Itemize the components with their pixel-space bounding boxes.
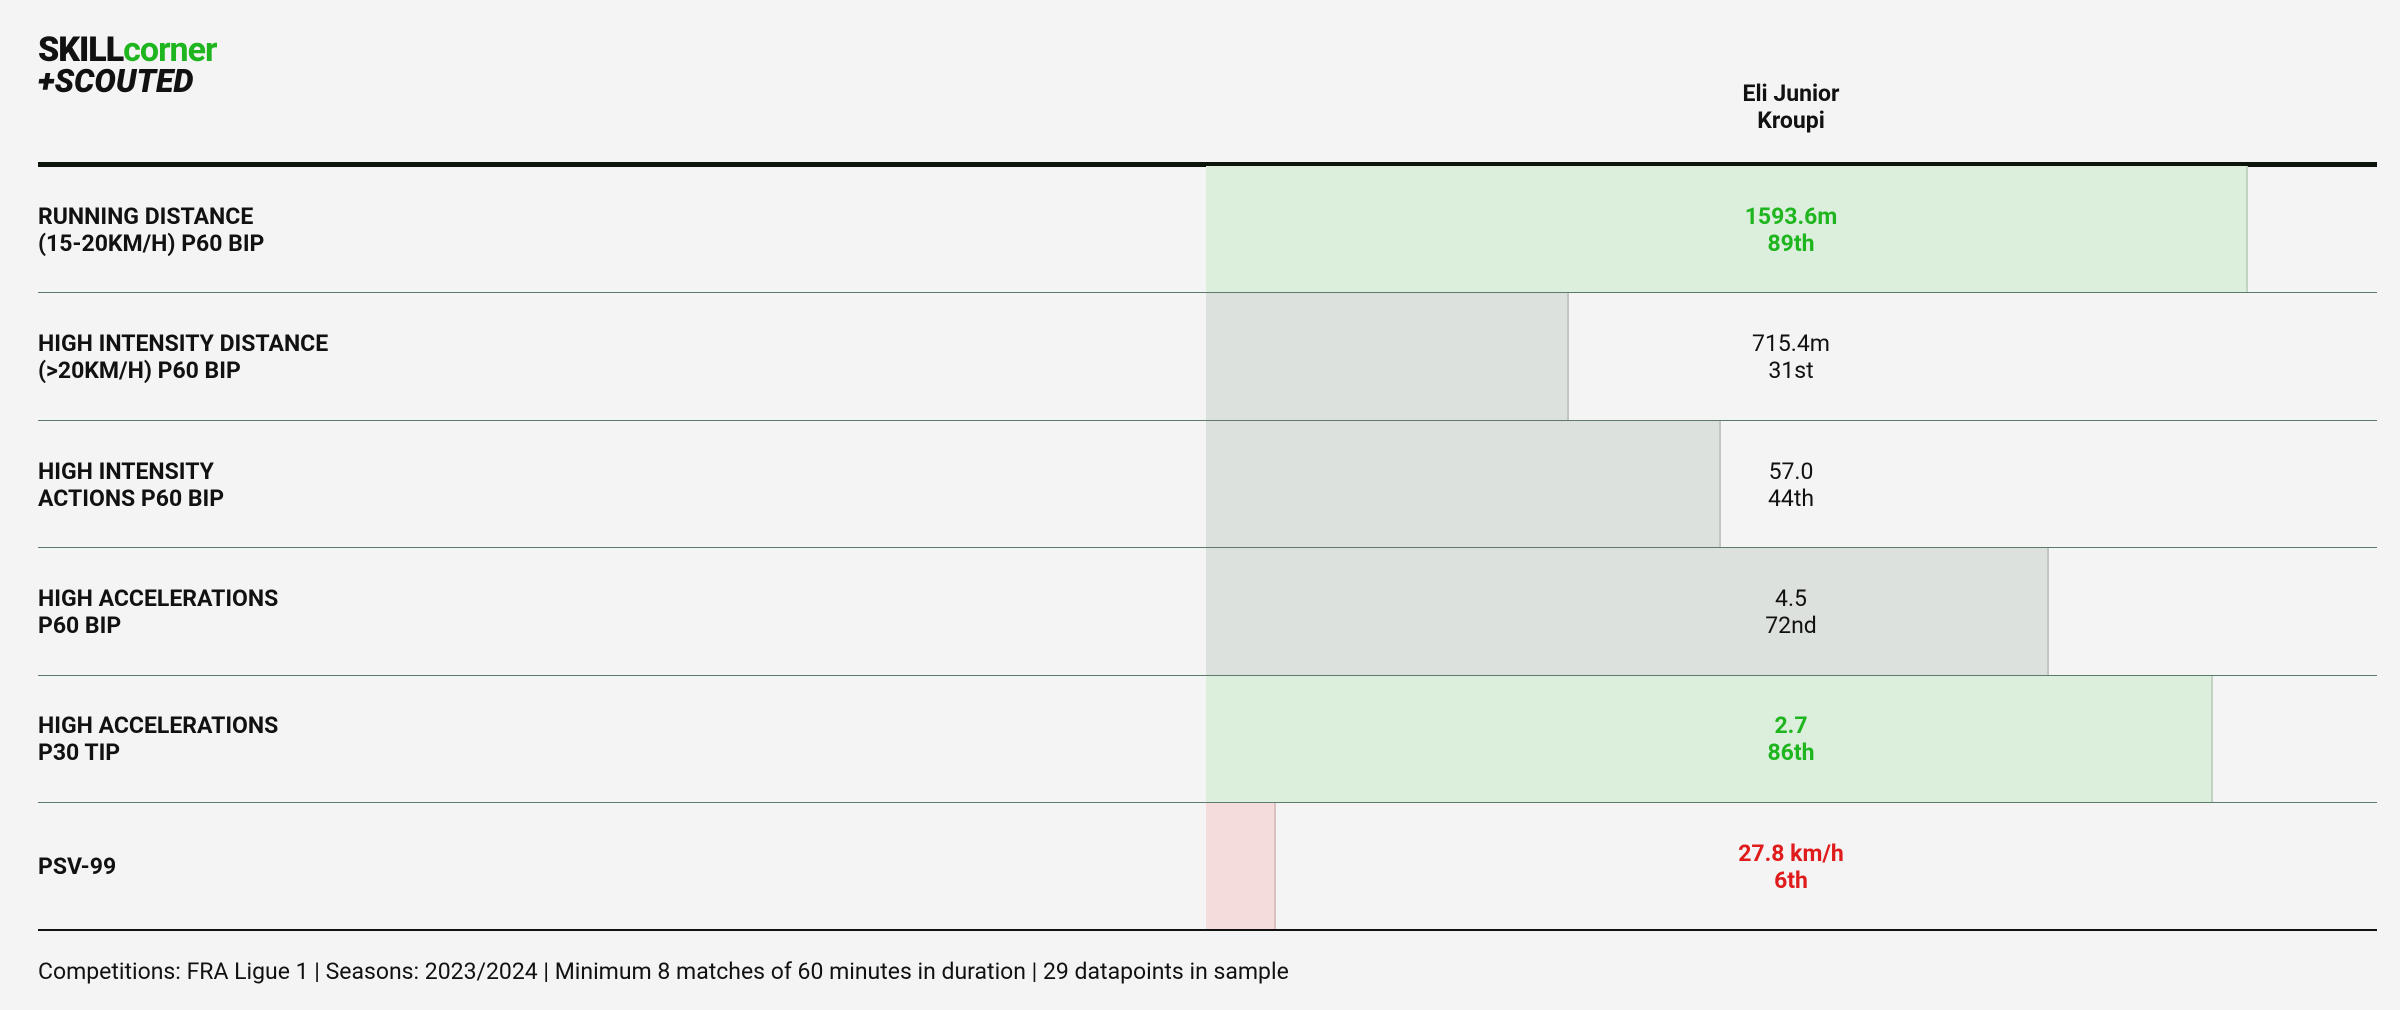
bar [1206,293,1569,420]
value-label: 2.7 86th [1591,712,1991,766]
value-label: 1593.6m 89th [1591,203,1991,257]
value-label: 715.4m 31st [1591,330,1991,384]
percentile-label: 44th [1767,484,1815,512]
logo-text: corner [123,30,217,70]
logo-text: SKILL [38,30,124,70]
bar [1206,166,2249,293]
bar [1206,420,1722,548]
row-label: HIGH INTENSITY ACTIONS P60 BIP [38,457,225,512]
row-label: HIGH ACCELERATIONS P30 TIP [38,712,279,767]
row-label: RUNNING DISTANCE (15-20KM/H) P60 BIP [38,202,265,257]
metric-value: 4.5 [1775,584,1807,612]
percentile-label: 86th [1767,739,1815,767]
logo-text: +SCOUTED [38,62,194,100]
metric-value: 27.8 km/h [1738,839,1844,867]
row-divider [38,802,2377,803]
row-label: HIGH ACCELERATIONS P60 BIP [38,584,279,639]
bar [1206,803,1277,930]
player-name: Eli Junior Kroupi [1742,80,1840,134]
row-label: HIGH INTENSITY DISTANCE (>20KM/H) P60 BI… [38,330,329,385]
header-rule [38,162,2377,167]
metric-value: 57.0 [1768,457,1814,485]
row-label: PSV-99 [38,853,117,881]
bar [1206,675,2214,802]
bar [1206,548,2050,675]
percentile-label: 6th [1774,866,1808,894]
row-divider [38,674,2377,676]
metric-value: 2.7 [1774,712,1808,740]
row-divider [38,292,2377,294]
row-divider [38,547,2377,549]
metric-value: 1593.6m [1744,202,1838,230]
row-divider [38,419,2377,421]
value-label: 27.8 km/h 6th [1591,840,1991,894]
percentile-label: 31st [1768,357,1814,385]
metric-value: 715.4m [1752,330,1830,358]
value-label: 4.5 72nd [1591,585,1991,639]
percentile-label: 72nd [1765,611,1817,639]
row-divider [38,929,2377,932]
percentile-label: 89th [1767,229,1815,257]
footer: Competitions: FRA Ligue 1 | Seasons: 202… [38,958,1289,985]
logo: SKILLcorner [38,30,217,70]
value-label: 57.0 44th [1591,458,1991,512]
